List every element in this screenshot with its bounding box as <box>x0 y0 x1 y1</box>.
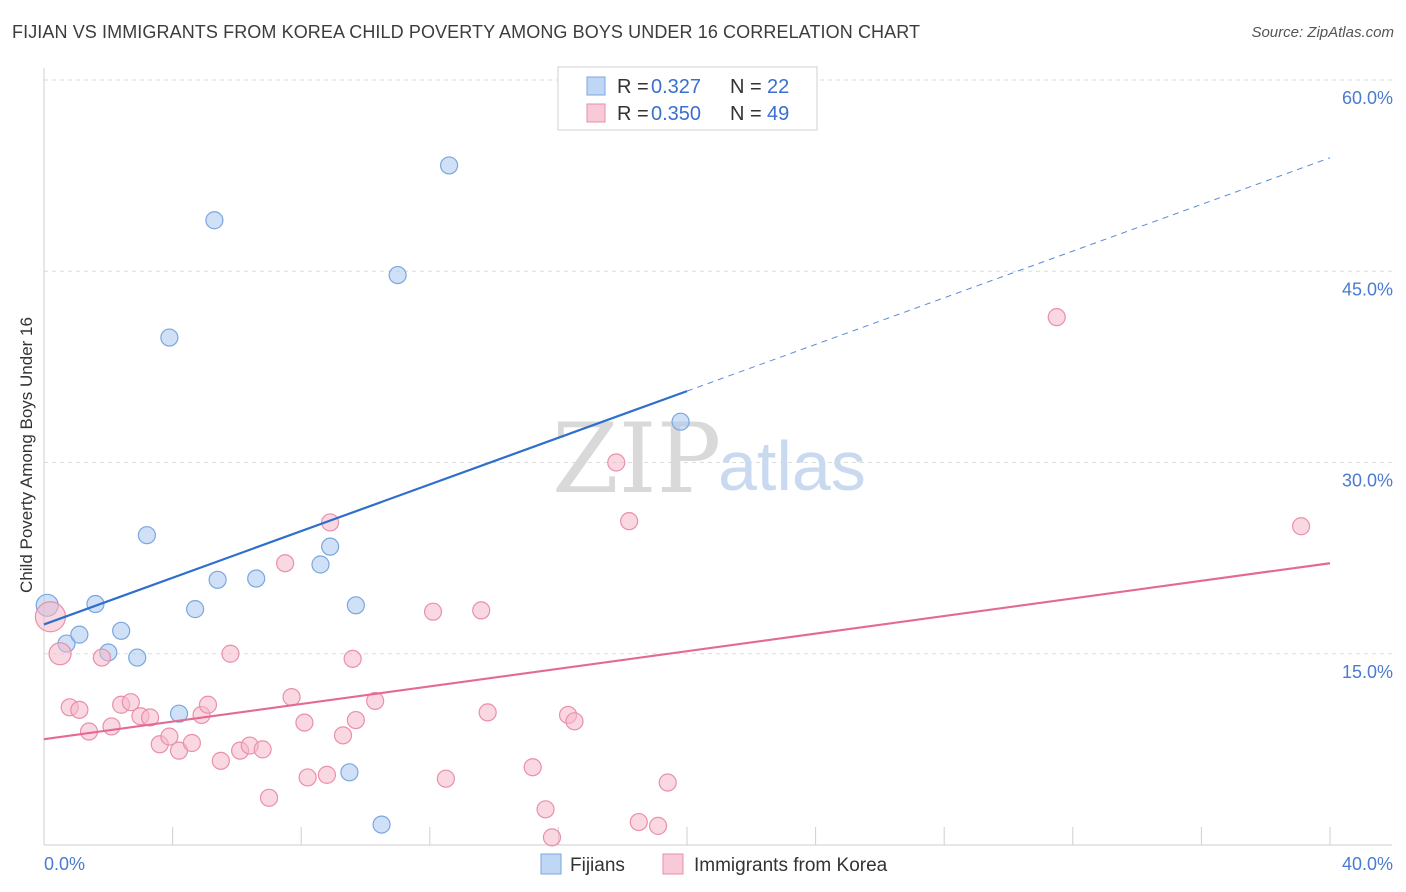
korea-point-44 <box>629 812 648 832</box>
legend-r-label-0: R = <box>617 76 649 98</box>
korea-point-45 <box>648 816 668 835</box>
fijians-point-15 <box>321 537 340 556</box>
source-credit: Source: ZipAtlas.com <box>1251 24 1394 41</box>
korea-point-31 <box>346 710 365 730</box>
y-tick-label-3: 60.0% <box>1342 88 1393 108</box>
korea-point-38 <box>536 800 555 819</box>
fijians-point-18 <box>372 815 391 834</box>
korea-point-16 <box>198 695 218 714</box>
korea-point-27 <box>317 765 337 784</box>
fijians-point-16 <box>340 763 359 782</box>
legend-r-label-1: R = <box>617 103 649 125</box>
legend-n-value-1: 49 <box>767 103 789 125</box>
korea-point-47 <box>1047 308 1066 327</box>
x-axis-ticks: 0.0% 40.0% <box>44 854 1393 874</box>
watermark-zip: ZIP <box>552 403 721 515</box>
korea-point-24 <box>282 687 301 707</box>
korea-point-3 <box>70 700 89 719</box>
korea-point-6 <box>102 717 121 736</box>
korea-point-41 <box>565 712 584 731</box>
korea-point-29 <box>333 726 353 745</box>
legend-r-value-1: 0.350 <box>651 103 701 125</box>
korea-point-34 <box>436 769 455 788</box>
korea-point-18 <box>221 644 240 663</box>
korea-point-30 <box>343 649 362 668</box>
fijians-point-9 <box>169 704 189 723</box>
fijians-point-19 <box>388 265 407 285</box>
korea-point-8 <box>121 693 140 712</box>
y-tick-label-1: 30.0% <box>1342 471 1393 491</box>
watermark: ZIP atlas <box>552 403 866 515</box>
legend-r-value-0: 0.327 <box>651 76 701 98</box>
x-tick-label-1: 40.0% <box>1342 854 1393 874</box>
korea-point-17 <box>211 751 230 770</box>
korea-point-26 <box>298 768 317 787</box>
y-tick-label-2: 45.0% <box>1342 279 1393 299</box>
legend-swatch-1 <box>586 103 606 123</box>
x-tick-label-0: 0.0% <box>44 854 85 874</box>
legend: R = 0.327 N = 22 R = 0.350 N = 49 <box>557 66 818 131</box>
legend-n-label-1: N = <box>730 103 762 125</box>
korea-point-0 <box>34 601 67 633</box>
legend-n-label-0: N = <box>730 76 762 98</box>
fijians-point-5 <box>112 621 131 640</box>
bottom-legend-swatch-1 <box>662 853 684 875</box>
korea-point-48 <box>1291 517 1311 536</box>
fijians-point-21 <box>671 412 690 431</box>
fijians-point-14 <box>311 555 330 574</box>
watermark-atlas: atlas <box>718 427 866 505</box>
korea-point-32 <box>366 691 385 711</box>
korea-point-35 <box>472 601 491 620</box>
korea-point-25 <box>295 713 314 732</box>
korea-point-5 <box>92 648 111 667</box>
fijians-point-6 <box>128 648 147 667</box>
korea-point-21 <box>253 740 272 759</box>
fijians-trend-line <box>43 390 688 626</box>
fijians-point-13 <box>247 569 266 588</box>
y-axis-ticks: 15.0% 30.0% 45.0% 60.0% <box>1342 88 1393 682</box>
bottom-legend-label-0: Fijians <box>570 855 625 876</box>
fijians-point-8 <box>160 328 179 347</box>
bottom-legend-swatch-0 <box>540 853 562 875</box>
korea-point-12 <box>160 727 179 746</box>
korea-point-36 <box>478 703 497 722</box>
grid-lines <box>44 79 1392 655</box>
fijians-point-10 <box>186 600 205 619</box>
fijians-point-7 <box>137 526 156 545</box>
chart-title: FIJIAN VS IMMIGRANTS FROM KOREA CHILD PO… <box>12 22 921 42</box>
data-points <box>34 156 1311 847</box>
korea-point-14 <box>182 733 201 753</box>
fijians-point-12 <box>208 570 227 589</box>
korea-point-37 <box>523 758 542 777</box>
korea-point-43 <box>620 512 639 531</box>
fijians-point-17 <box>346 596 365 615</box>
korea-point-39 <box>542 828 562 847</box>
korea-point-42 <box>607 453 626 472</box>
trend-lines <box>43 157 1331 741</box>
legend-swatch-0 <box>586 76 606 96</box>
fijians-point-2 <box>70 625 89 644</box>
y-axis-label: Child Poverty Among Boys Under 16 <box>17 317 36 593</box>
fijians-trend-extension <box>686 157 1331 392</box>
bottom-legend: Fijians Immigrants from Korea <box>540 853 888 876</box>
legend-n-value-0: 22 <box>767 76 789 98</box>
korea-point-1 <box>48 642 72 666</box>
bottom-legend-label-1: Immigrants from Korea <box>694 855 888 876</box>
korea-point-46 <box>658 773 677 792</box>
fijians-point-11 <box>205 211 224 230</box>
fijians-point-20 <box>439 156 459 175</box>
korea-point-23 <box>276 554 295 573</box>
korea-point-10 <box>140 708 160 727</box>
korea-point-22 <box>259 788 279 807</box>
korea-trend-line <box>43 562 1331 741</box>
korea-point-33 <box>423 602 443 621</box>
y-tick-label-0: 15.0% <box>1342 662 1393 682</box>
